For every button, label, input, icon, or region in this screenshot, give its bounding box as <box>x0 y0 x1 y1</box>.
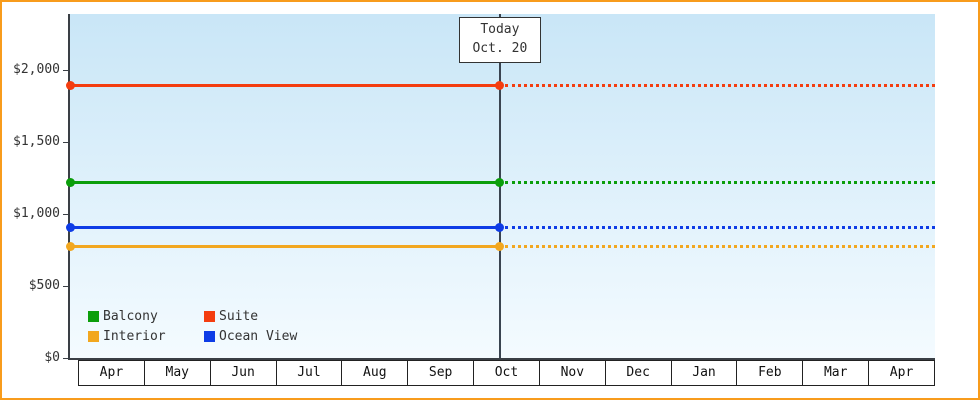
today-label-line1: Today <box>480 22 520 37</box>
month-cell: Jan <box>670 360 738 386</box>
legend-label-suite: Suite <box>219 309 259 324</box>
today-label-line2: Oct. 20 <box>472 40 528 56</box>
month-cell: Mar <box>802 360 870 386</box>
series-projection-ocean-view <box>504 226 935 230</box>
y-axis-label: $2,000 <box>13 62 60 78</box>
month-cell: Nov <box>538 360 606 386</box>
y-axis-label: $1,500 <box>13 134 60 150</box>
y-axis-label: $1,000 <box>13 206 60 222</box>
month-cell: Apr <box>868 360 935 386</box>
y-axis-tick <box>63 142 69 144</box>
series-line-balcony <box>70 180 500 184</box>
month-cell: Sep <box>407 360 475 386</box>
series-marker-balcony-today <box>495 177 505 187</box>
y-axis-tick <box>63 358 69 359</box>
series-projection-balcony <box>504 180 935 184</box>
series-line-ocean-view <box>70 226 500 230</box>
legend-item-balcony[interactable]: Balcony <box>88 309 204 324</box>
suite-swatch-icon <box>204 311 215 322</box>
legend-item-ocean-view[interactable]: Ocean View <box>204 329 320 344</box>
legend-item-interior[interactable]: Interior <box>88 329 204 344</box>
series-marker-suite-start <box>65 81 75 91</box>
today-label: Today Oct. 20 <box>458 17 541 63</box>
month-cell: Oct <box>473 360 540 386</box>
y-axis-label: $500 <box>28 278 60 294</box>
plot-area <box>70 14 935 358</box>
series-line-suite <box>70 84 500 88</box>
series-line-interior <box>70 244 500 248</box>
month-cell: May <box>143 360 211 386</box>
y-axis-tick <box>63 70 69 72</box>
series-projection-interior <box>504 244 935 248</box>
legend-row: Interior Ocean View <box>88 329 320 344</box>
month-cell: Jul <box>275 360 343 386</box>
legend: Balcony Suite Interior Ocean View <box>88 309 320 349</box>
y-axis-tick <box>63 214 69 216</box>
legend-row: Balcony Suite <box>88 309 320 324</box>
legend-label-ocean-view: Ocean View <box>219 329 298 344</box>
month-cell: Feb <box>736 360 804 386</box>
series-projection-suite <box>504 84 935 88</box>
series-marker-suite-today <box>495 81 505 91</box>
balcony-swatch-icon <box>88 311 99 322</box>
series-marker-interior-today <box>495 241 505 251</box>
series-marker-ocean-view-start <box>65 223 75 233</box>
series-marker-interior-start <box>65 241 75 251</box>
series-marker-ocean-view-today <box>495 223 505 233</box>
legend-label-balcony: Balcony <box>103 309 158 324</box>
month-axis: Apr May Jun Jul Aug Sep Oct Nov Dec Jan Feb Mar Apr <box>78 360 935 386</box>
legend-item-suite[interactable]: Suite <box>204 309 320 324</box>
interior-swatch-icon <box>88 331 99 342</box>
month-cell: Apr <box>78 360 145 386</box>
month-cell: Aug <box>341 360 409 386</box>
month-cell: Dec <box>604 360 672 386</box>
series-marker-balcony-start <box>65 177 75 187</box>
y-axis-tick <box>63 286 69 288</box>
ocean-view-swatch-icon <box>204 331 215 342</box>
month-cell: Jun <box>209 360 277 386</box>
legend-label-interior: Interior <box>103 329 166 344</box>
x-axis-line <box>68 358 935 360</box>
y-axis-label: $0 <box>44 350 60 365</box>
